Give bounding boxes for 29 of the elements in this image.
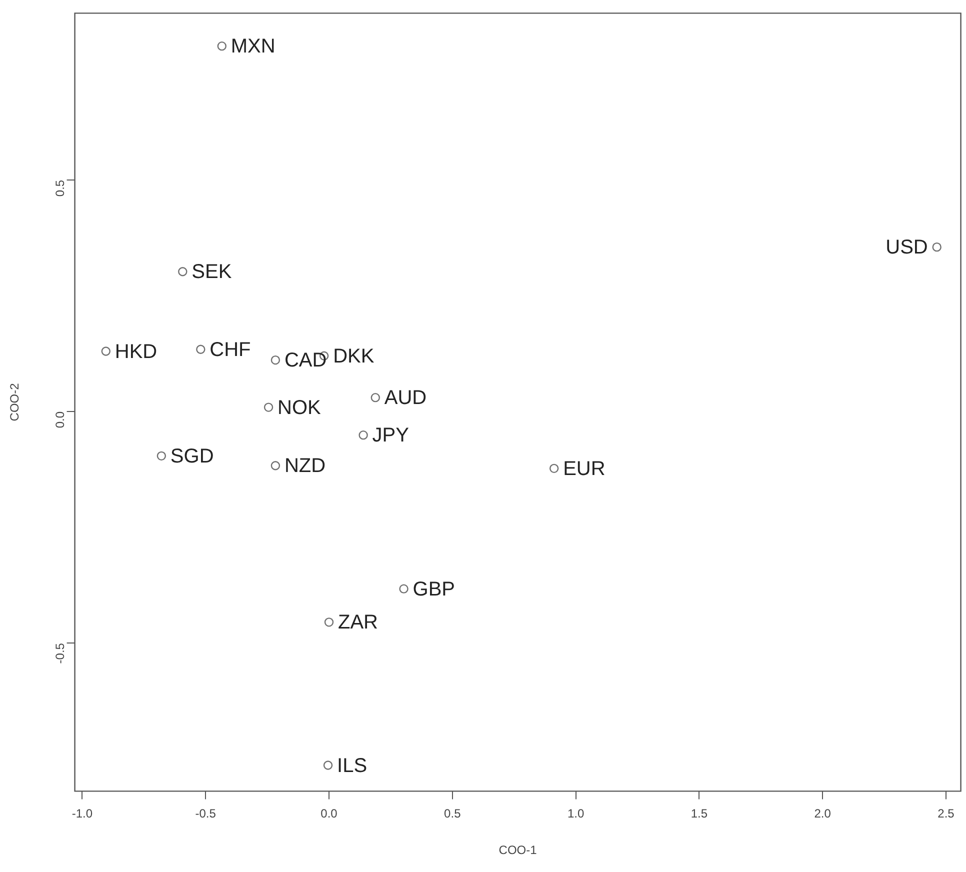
annotation: USD <box>886 236 928 259</box>
annotation: NOK <box>278 396 322 419</box>
y-tick-label: -0.5 <box>53 642 68 664</box>
annotation: JPY <box>372 424 409 447</box>
x-tick-label: 2.5 <box>938 806 955 821</box>
x-tick-label: 1.5 <box>690 806 708 821</box>
annotation: GBP <box>412 578 456 600</box>
x-tick-label: -0.5 <box>195 806 216 821</box>
x-tick-label: 2.0 <box>814 806 832 821</box>
annotation: ILS <box>337 754 368 777</box>
annotation: AUD <box>384 387 427 410</box>
annotation: NZD <box>284 455 326 478</box>
annotation: HKD <box>114 340 158 363</box>
x-tick-label: 1.0 <box>567 806 584 821</box>
annotation: ZAR <box>338 612 378 634</box>
annotation: CAD <box>284 350 327 372</box>
x-tick-label: 0.5 <box>444 806 462 821</box>
annotation: EUR <box>563 458 606 480</box>
y-tick-label: 0.0 <box>53 411 68 428</box>
x-tick-label: -1.0 <box>72 806 93 821</box>
annotation: MXN <box>230 36 276 58</box>
annotation: SEK <box>192 261 232 284</box>
annotation: CHF <box>210 338 251 361</box>
y-axis-title: COO-2 <box>8 382 22 422</box>
annotation: SGD <box>170 445 214 468</box>
x-tick-label: 0.0 <box>320 806 338 821</box>
y-tick-label: 0.5 <box>53 180 68 197</box>
annotation: DKK <box>333 345 375 368</box>
x-axis-title: COO-1 <box>498 843 538 858</box>
